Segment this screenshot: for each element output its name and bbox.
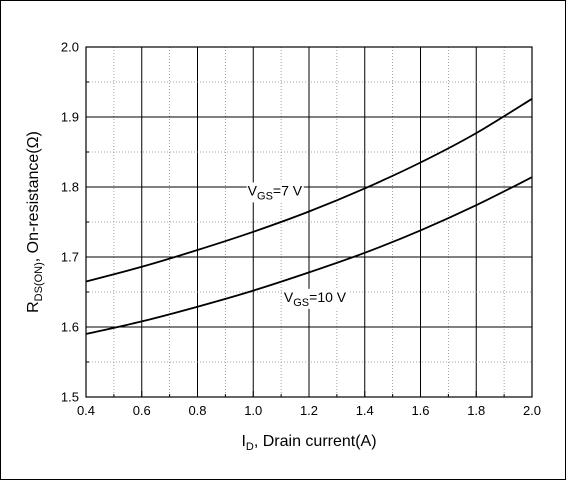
x-tick-label: 0.4 bbox=[77, 403, 95, 418]
x-tick-label: 1.0 bbox=[244, 403, 262, 418]
label-background bbox=[282, 288, 348, 309]
x-tick-label: 1.2 bbox=[300, 403, 318, 418]
y-axis-title: RDS(ON), On-resistance(Ω) bbox=[25, 131, 45, 313]
y-tick-label: 2.0 bbox=[61, 40, 79, 55]
x-tick-label: 1.4 bbox=[356, 403, 374, 418]
y-tick-label: 1.9 bbox=[61, 110, 79, 125]
y-tick-label: 1.8 bbox=[61, 180, 79, 195]
y-tick-label: 1.6 bbox=[61, 320, 79, 335]
series-vgs-7v-label: VGS=7 V bbox=[248, 182, 303, 202]
x-tick-label: 0.8 bbox=[188, 403, 206, 418]
plot-area-border bbox=[85, 46, 533, 398]
y-tick-label: 1.5 bbox=[61, 390, 79, 405]
labels: 0.4 0.6 0.8 1.0 1.2 1.4 1.6 1.8 2.0 1.5 1.6 1.7 1.8 1… bbox=[25, 40, 541, 454]
x-tick-label: 0.6 bbox=[133, 403, 151, 418]
y-tick-label: 1.7 bbox=[61, 250, 79, 265]
x-tick-label: 1.8 bbox=[467, 403, 485, 418]
x-tick-label: 2.0 bbox=[523, 403, 541, 418]
series-vgs-7v-line bbox=[85, 98, 533, 283]
grid bbox=[86, 47, 532, 397]
x-axis-title: ID, Drain current(A) bbox=[241, 433, 376, 453]
series-vgs-10v-label: VGS=10 V bbox=[284, 289, 347, 309]
series-vgs-10v-line bbox=[85, 176, 533, 335]
x-tick-label: 1.6 bbox=[411, 403, 429, 418]
label-background bbox=[246, 182, 304, 203]
curves bbox=[85, 98, 533, 335]
